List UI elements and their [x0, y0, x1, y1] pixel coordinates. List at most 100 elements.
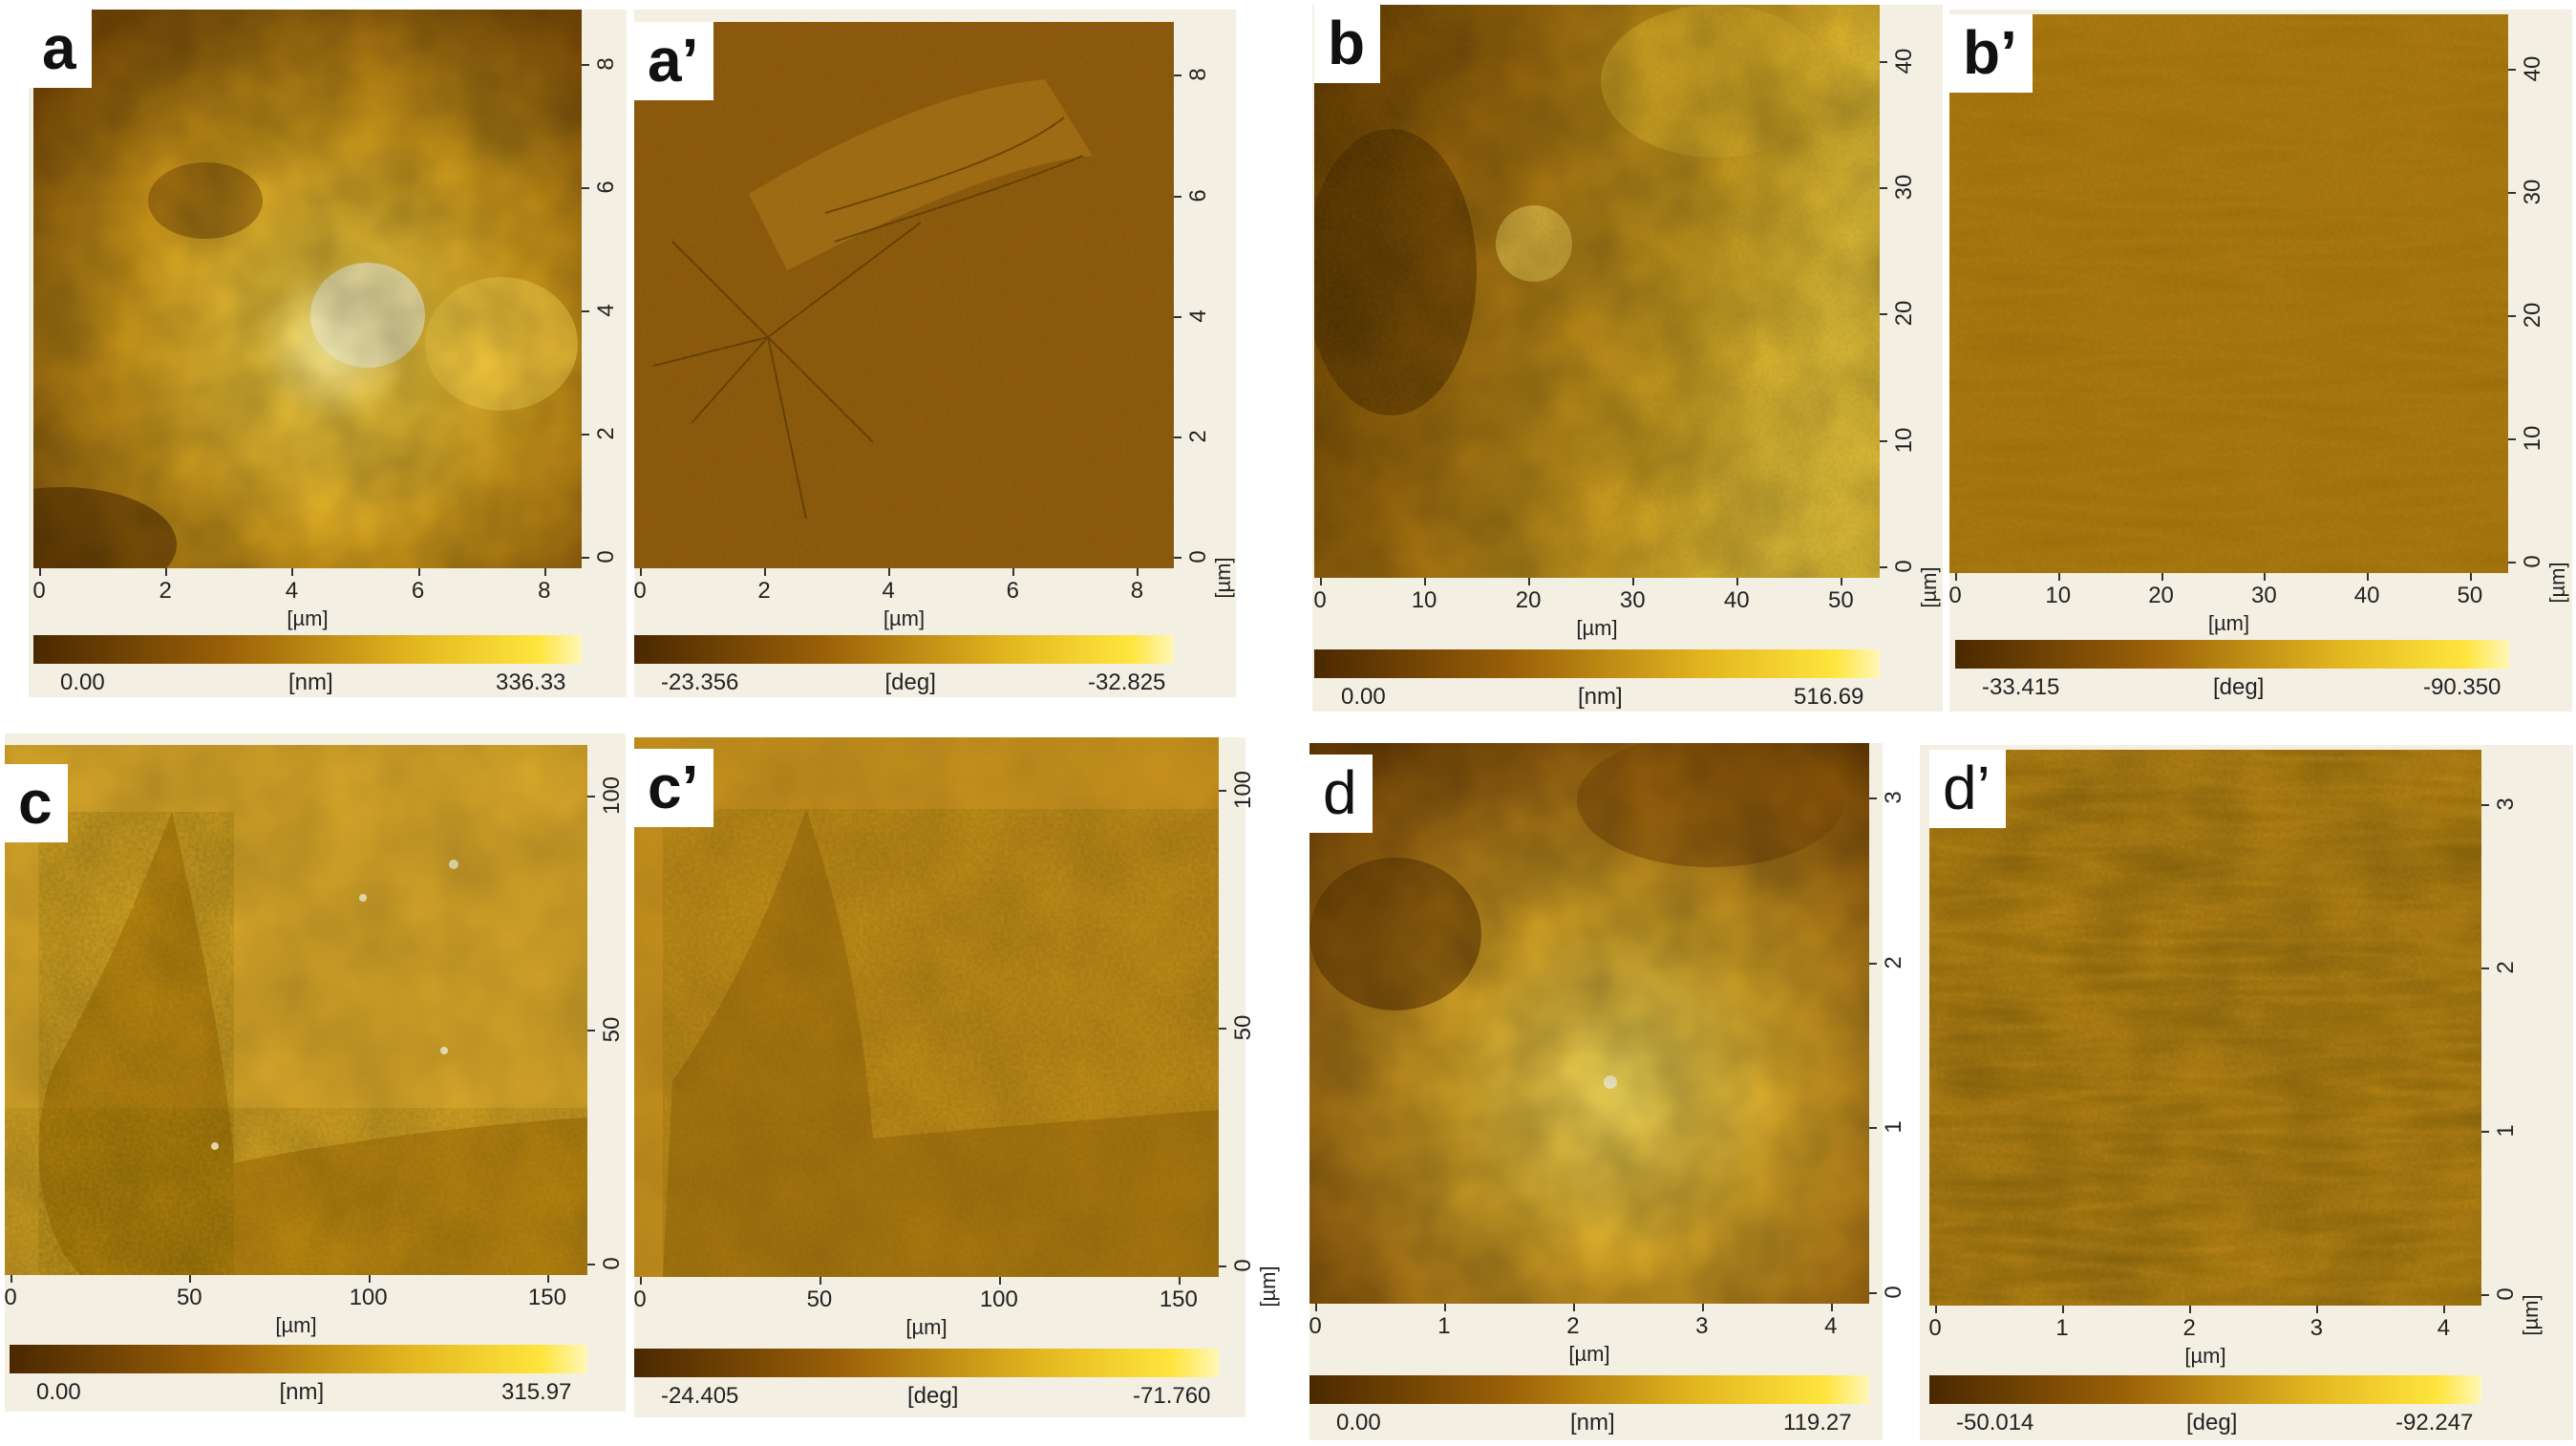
y-tick-mark	[2508, 192, 2516, 195]
x-tick-mark	[764, 568, 767, 576]
x-tick-label: 0	[32, 578, 46, 604]
x-tick-mark	[888, 568, 891, 576]
y-tick-mark	[587, 1264, 595, 1265]
y-tick-label: 0	[1230, 1259, 1256, 1272]
color-scale-min: 0.00	[60, 670, 105, 695]
x-tick-label: 50	[2457, 583, 2483, 608]
y-tick-label: 50	[599, 1016, 625, 1043]
x-tick-label: 0	[4, 1285, 17, 1310]
x-tick-mark	[546, 1275, 549, 1283]
x-tick-label: 2	[2182, 1315, 2196, 1341]
y-tick-label: 2	[593, 427, 619, 440]
y-tick-label: 0	[2493, 1287, 2519, 1301]
panel-label-a-prime: a’	[634, 22, 714, 100]
color-scale-bar	[1309, 1375, 1869, 1404]
y-tick-label: 0	[2520, 555, 2545, 568]
x-tick-label: 20	[1515, 587, 1542, 613]
x-tick-mark	[368, 1275, 371, 1283]
x-tick-label: 0	[633, 578, 647, 604]
color-scale-min: -33.415	[1982, 674, 2060, 700]
panel-label-b: b	[1314, 5, 1381, 83]
color-scale-max: 336.33	[496, 670, 566, 695]
color-scale-max: -92.247	[2395, 1410, 2474, 1435]
y-tick-mark	[1219, 789, 1226, 792]
y-tick-mark	[1880, 313, 1887, 316]
x-tick-label: 40	[1723, 587, 1750, 613]
x-tick-mark	[1320, 578, 1322, 585]
x-tick-mark	[1632, 578, 1635, 585]
y-tick-label: 3	[1881, 791, 1906, 804]
x-tick-mark	[165, 568, 168, 576]
y-tick-mark	[2508, 69, 2516, 72]
color-scale-bar	[1929, 1375, 2481, 1404]
y-tick-label: 50	[1230, 1014, 1256, 1041]
afm-height-image-d	[1309, 743, 1869, 1304]
color-scale-max: -90.350	[2423, 674, 2501, 700]
y-tick-mark	[2508, 438, 2516, 440]
y-tick-mark	[582, 434, 589, 436]
x-tick-mark	[2469, 573, 2472, 581]
x-axis-unit: [µm]	[883, 606, 926, 630]
x-tick-label: 0	[1928, 1315, 1942, 1341]
x-tick-label: 3	[2310, 1315, 2324, 1341]
y-tick-mark	[2481, 1130, 2489, 1133]
y-tick-mark	[1174, 557, 1182, 559]
y-tick-mark	[1869, 1127, 1877, 1130]
color-scale-unit: [deg]	[2213, 674, 2265, 700]
panel-a-prime: a’ 0 2 4 6 8 [µm] 0 2 4 6 8 [µm] -23.356 [deg] -32.825	[633, 10, 1236, 697]
y-tick-mark	[1174, 315, 1182, 318]
y-tick-label: 1	[2493, 1124, 2519, 1138]
color-scale-min: -24.405	[661, 1383, 739, 1409]
x-tick-label: 100	[349, 1285, 388, 1310]
x-tick-label: 2	[159, 578, 172, 604]
x-tick-label: 30	[1619, 587, 1646, 613]
y-tick-mark	[582, 310, 589, 312]
x-tick-mark	[1830, 1304, 1833, 1311]
y-tick-mark	[2508, 562, 2516, 564]
y-tick-label: 8	[1185, 68, 1211, 82]
y-tick-mark	[587, 1030, 595, 1032]
y-tick-mark	[1880, 60, 1887, 63]
color-scale-unit: [nm]	[1578, 684, 1623, 710]
x-tick-mark	[2062, 1306, 2065, 1313]
y-axis-unit: [µm]	[1256, 1265, 1280, 1308]
y-tick-mark	[1869, 797, 1877, 800]
x-tick-label: 10	[2045, 583, 2072, 608]
y-tick-label: 0	[1891, 560, 1917, 573]
panel-label-c-prime: c’	[634, 749, 714, 827]
x-tick-label: 50	[176, 1285, 202, 1310]
x-tick-label: 150	[527, 1285, 566, 1310]
color-scale-unit: [nm]	[279, 1379, 325, 1405]
y-tick-label: 30	[2520, 179, 2545, 205]
x-tick-label: 40	[2353, 583, 2380, 608]
color-scale-bar	[1314, 649, 1880, 678]
x-tick-label: 6	[1006, 578, 1020, 604]
y-tick-mark	[2481, 1294, 2489, 1296]
y-tick-label: 0	[593, 550, 619, 564]
y-tick-label: 1	[1881, 1120, 1906, 1135]
color-scale-min: -23.356	[661, 670, 739, 695]
panel-c: c 0 50 100 150 [µm] 0 50 100 0.00 [nm] 315.97	[4, 734, 626, 1412]
x-tick-mark	[1701, 1304, 1704, 1311]
x-tick-label: 4	[882, 578, 895, 604]
color-scale-bar	[1955, 640, 2509, 669]
x-tick-mark	[1443, 1304, 1446, 1311]
x-tick-mark	[189, 1275, 192, 1283]
afm-height-image-c	[5, 745, 587, 1275]
y-tick-mark	[1869, 1292, 1877, 1294]
color-scale-unit: [deg]	[884, 670, 936, 695]
y-tick-label: 30	[1891, 174, 1917, 201]
x-tick-label: 8	[538, 578, 551, 604]
y-tick-label: 2	[1881, 956, 1906, 969]
panel-label-c: c	[5, 764, 68, 842]
x-tick-label: 10	[1411, 587, 1437, 613]
x-tick-mark	[1178, 1277, 1181, 1285]
x-axis-unit: [µm]	[275, 1313, 317, 1337]
color-scale-min: 0.00	[1341, 684, 1386, 710]
y-tick-mark	[2508, 315, 2516, 317]
afm-phase-image-d-prime	[1929, 750, 2481, 1306]
afm-height-image-b	[1314, 5, 1880, 578]
panel-label-d-prime: d’	[1929, 750, 2006, 828]
y-tick-mark	[1880, 439, 1887, 442]
y-tick-label: 6	[1185, 188, 1211, 202]
